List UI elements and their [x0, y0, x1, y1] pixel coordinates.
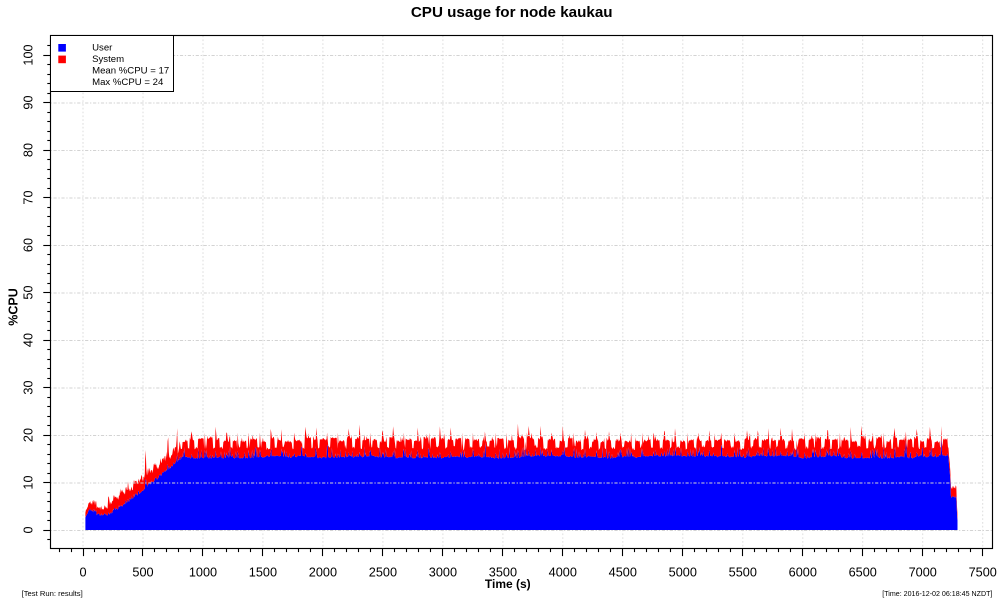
- svg-text:Time (s): Time (s): [485, 577, 531, 591]
- svg-text:System: System: [92, 54, 124, 65]
- svg-text:%CPU: %CPU: [6, 288, 20, 326]
- svg-text:50: 50: [22, 285, 36, 299]
- svg-text:1000: 1000: [189, 565, 217, 579]
- svg-text:70: 70: [22, 190, 36, 204]
- svg-text:4500: 4500: [609, 565, 637, 579]
- svg-text:20: 20: [22, 428, 36, 442]
- svg-text:7500: 7500: [969, 565, 997, 579]
- svg-text:2000: 2000: [309, 565, 337, 579]
- svg-text:60: 60: [22, 238, 36, 252]
- svg-text:6500: 6500: [849, 565, 877, 579]
- svg-text:10: 10: [22, 475, 36, 489]
- svg-text:Max %CPU = 24: Max %CPU = 24: [92, 77, 164, 88]
- svg-text:0: 0: [79, 565, 86, 579]
- svg-text:6000: 6000: [789, 565, 817, 579]
- svg-text:Mean %CPU = 17: Mean %CPU = 17: [92, 66, 169, 77]
- svg-text:3500: 3500: [489, 565, 517, 579]
- svg-text:1500: 1500: [249, 565, 277, 579]
- svg-text:4000: 4000: [549, 565, 577, 579]
- svg-text:CPU usage for node kaukau: CPU usage for node kaukau: [411, 4, 613, 21]
- svg-text:3000: 3000: [429, 565, 457, 579]
- svg-text:2500: 2500: [369, 565, 397, 579]
- svg-text:90: 90: [22, 95, 36, 109]
- svg-text:5500: 5500: [729, 565, 757, 579]
- svg-text:0: 0: [22, 526, 36, 533]
- svg-text:[Test Run: results]: [Test Run: results]: [22, 589, 83, 598]
- svg-text:30: 30: [22, 380, 36, 394]
- svg-text:7000: 7000: [909, 565, 937, 579]
- svg-text:5000: 5000: [669, 565, 697, 579]
- svg-text:[Time: 2016-12-02 06:18:45 NZD: [Time: 2016-12-02 06:18:45 NZDT]: [882, 590, 992, 598]
- svg-text:80: 80: [22, 143, 36, 157]
- svg-text:40: 40: [22, 333, 36, 347]
- svg-text:500: 500: [132, 565, 153, 579]
- svg-text:100: 100: [22, 44, 36, 65]
- svg-text:User: User: [92, 42, 113, 53]
